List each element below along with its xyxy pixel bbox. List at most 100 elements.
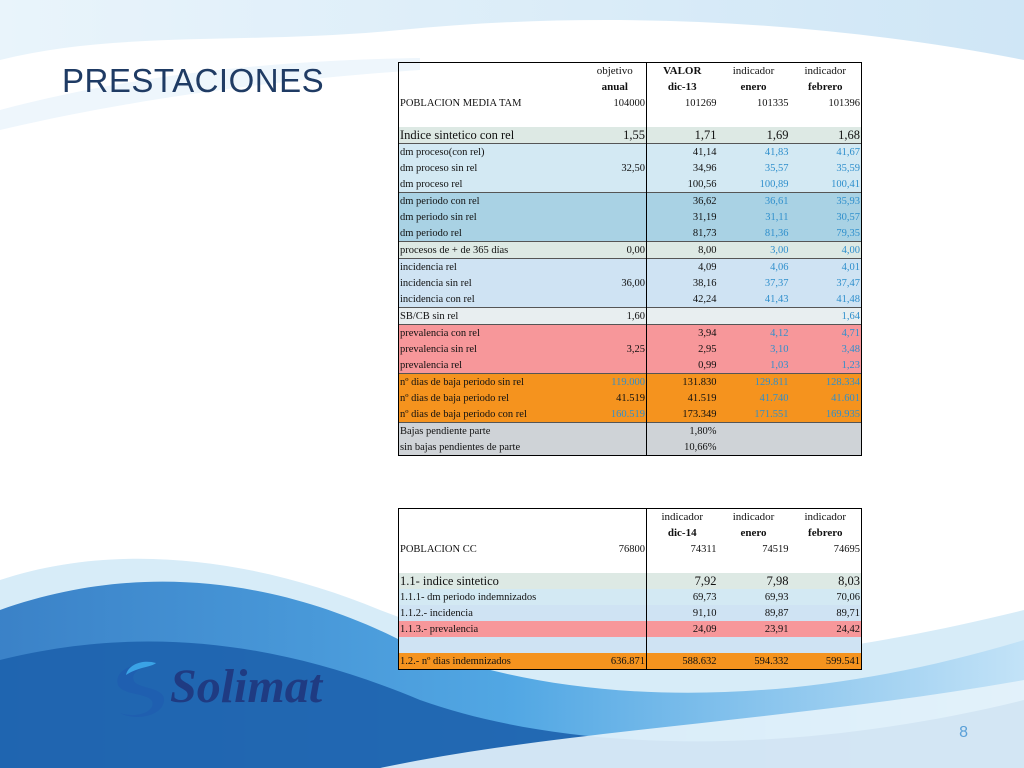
row-value: 36,62	[646, 192, 718, 209]
row-value	[583, 422, 647, 439]
header-dic-14: dic-14	[646, 525, 718, 541]
indicator-row: incidencia con rel 42,24 41,43 41,48	[398, 291, 862, 308]
row-label	[398, 637, 584, 653]
row-value	[789, 111, 862, 127]
row-value: 41.740	[717, 390, 790, 406]
header-indicador-febrero: indicador	[789, 508, 862, 525]
row-value: 37,37	[717, 275, 790, 291]
row-value: 74311	[646, 541, 718, 557]
row-value	[646, 111, 718, 127]
row-value: 7,92	[646, 573, 718, 589]
row-value: 0,00	[583, 241, 647, 259]
page-title: PRESTACIONES	[62, 62, 325, 99]
row-label: dm proceso rel	[398, 176, 584, 193]
row-label: POBLACION MEDIA TAM	[398, 95, 584, 111]
row-value: 89,71	[789, 605, 862, 621]
row-value: 4,01	[789, 258, 862, 275]
row-value: 169.935	[789, 406, 862, 423]
row-value: 1,71	[646, 127, 718, 144]
row-value: 32,50	[583, 160, 647, 176]
row-value: 23,91	[717, 621, 790, 637]
row-value: 42,24	[646, 291, 718, 308]
row-value: 173.349	[646, 406, 718, 423]
row-value: 41.519	[646, 390, 718, 406]
row-value: 41.601	[789, 390, 862, 406]
row-value: 4,12	[717, 324, 790, 341]
row-value: 594.332	[717, 653, 790, 670]
row-label: prevalencia con rel	[398, 324, 584, 341]
header-indicador-enero: indicador	[732, 510, 775, 523]
row-value: 0,99	[646, 357, 718, 374]
row-value	[718, 557, 790, 573]
indicator-row: Indice sintetico con rel 1,55 1,71 1,69 1,68	[398, 127, 862, 144]
row-value: 31,19	[646, 209, 718, 225]
row-label: dm periodo sin rel	[398, 209, 584, 225]
row-value	[583, 258, 647, 275]
indicator-row: nº dias de baja periodo sin rel 119.000 13…	[398, 373, 862, 390]
row-value: 41.519	[583, 390, 647, 406]
row-value: 599.541	[789, 653, 862, 670]
row-value	[583, 573, 647, 589]
row-label: Indice sintetico con rel	[398, 127, 584, 144]
row-value: 1,60	[583, 307, 647, 325]
header-valor: VALOR	[646, 62, 718, 79]
row-value: 1,03	[717, 357, 790, 374]
row-value	[583, 605, 647, 621]
row-value: 4,09	[646, 258, 718, 275]
row-value: 4,06	[717, 258, 790, 275]
row-value: 41,48	[789, 291, 862, 308]
row-value: 74519	[762, 543, 789, 555]
row-value	[717, 422, 790, 439]
row-value	[583, 192, 647, 209]
indicator-row: dm periodo con rel 36,62 36,61 35,93	[398, 192, 862, 209]
row-value	[789, 637, 862, 653]
row-value	[583, 357, 647, 374]
row-value: 100,56	[646, 176, 718, 193]
row-value: 36,00	[583, 275, 647, 291]
row-label: 1.1.1- dm periodo indemnizados	[398, 589, 584, 605]
row-value	[717, 439, 790, 456]
row-value	[583, 324, 647, 341]
row-value: 3,25	[583, 341, 647, 357]
row-label: procesos de + de 365 días	[398, 241, 584, 259]
row-value: 81,36	[717, 225, 790, 242]
indicator-row	[398, 111, 862, 127]
row-label: prevalencia sin rel	[398, 341, 584, 357]
indicator-row: Bajas pendiente parte 1,80%	[398, 422, 862, 439]
row-value: 8,03	[789, 573, 862, 589]
row-label	[398, 111, 584, 127]
row-value: 31,11	[717, 209, 790, 225]
indicator-row: prevalencia sin rel 3,25 2,95 3,10 3,48	[398, 341, 862, 357]
row-value: 81,73	[646, 225, 718, 242]
header-indicador-2: indicador	[789, 62, 862, 79]
row-value	[584, 111, 647, 127]
row-value: 3,94	[646, 324, 718, 341]
row-value: 24,42	[789, 621, 862, 637]
indicator-row: nº dias de baja periodo rel 41.519 41.519 4…	[398, 390, 862, 406]
row-label: 1.2.- nº dias indemnizados	[398, 653, 584, 670]
row-value	[583, 621, 647, 637]
indicator-row: dm proceso rel 100,56 100,89 100,41	[398, 176, 862, 193]
row-value	[584, 557, 647, 573]
row-value: 128.334	[789, 373, 862, 390]
row-value: 24,09	[646, 621, 718, 637]
row-value: 104000	[613, 97, 646, 109]
row-value: 41,43	[717, 291, 790, 308]
indicator-row: prevalencia rel 0,99 1,03 1,23	[398, 357, 862, 374]
row-value: 1,80%	[646, 422, 718, 439]
row-value: 35,57	[717, 160, 790, 176]
population-cc-row: 1.2.- nº dias indemnizados 636.871 588.632…	[398, 653, 862, 670]
row-value	[717, 307, 790, 325]
row-value: 70,06	[789, 589, 862, 605]
row-value: 3,48	[789, 341, 862, 357]
indicator-row: SB/CB sin rel 1,60 1,64	[398, 307, 862, 325]
row-value	[789, 422, 862, 439]
row-value: 636.871	[583, 653, 647, 670]
indicator-row: incidencia rel 4,09 4,06 4,01	[398, 258, 862, 275]
row-value: 160.519	[583, 406, 647, 423]
row-value: 3,00	[717, 241, 790, 259]
indicators-table: objetivo VALOR indicador indicador anual…	[398, 62, 862, 456]
row-label	[398, 557, 584, 573]
row-value: 101396	[789, 95, 862, 111]
row-value	[646, 307, 718, 325]
